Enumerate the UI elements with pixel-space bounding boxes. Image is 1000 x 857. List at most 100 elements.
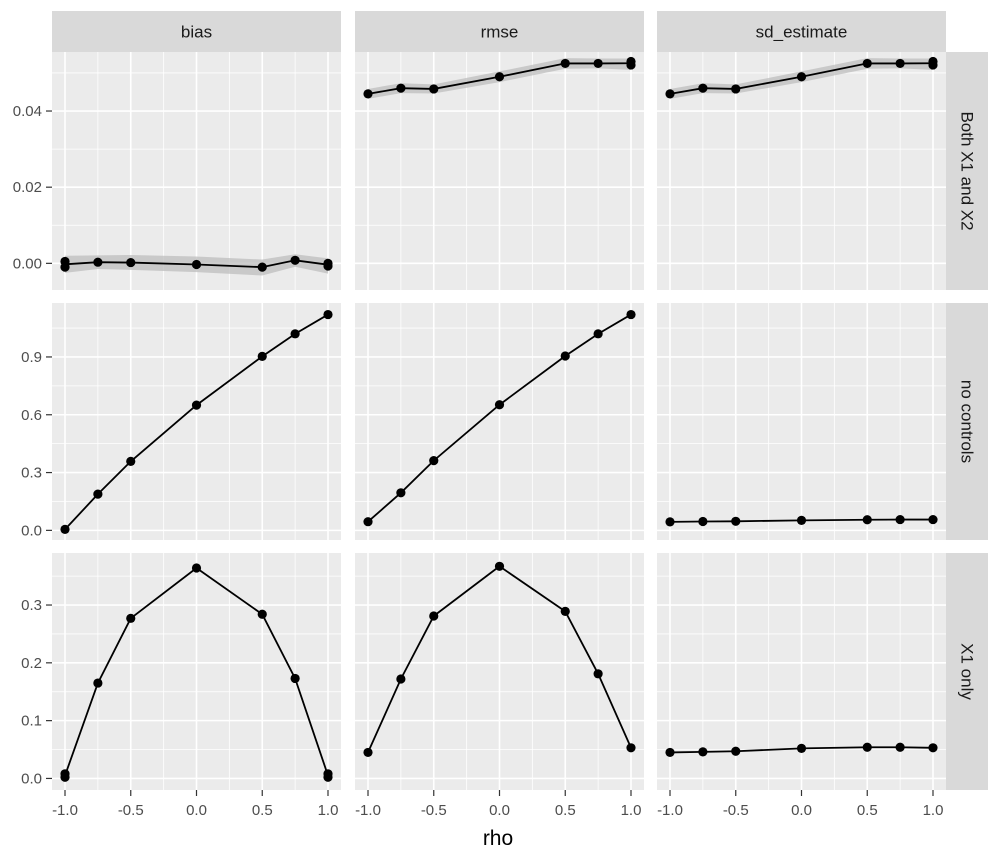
- data-point: [60, 769, 70, 779]
- data-point: [494, 400, 505, 410]
- x-tick-label: -0.5: [421, 802, 447, 819]
- data-point: [93, 489, 103, 499]
- data-point: [257, 609, 267, 619]
- y-tick-label: 0.3: [21, 465, 42, 482]
- x-tick-label: 1.0: [923, 802, 944, 819]
- data-point: [257, 262, 267, 272]
- x-tick-label: 1.0: [318, 802, 339, 819]
- strip-label-bias: bias: [181, 23, 212, 42]
- data-point: [895, 742, 905, 752]
- data-point: [126, 257, 136, 268]
- x-tick-label: -1.0: [52, 802, 78, 819]
- data-point: [429, 456, 439, 466]
- data-point: [796, 743, 807, 753]
- x-tick-label: -0.5: [723, 802, 749, 819]
- data-point: [665, 89, 675, 99]
- x-tick-label: -1.0: [355, 802, 381, 819]
- data-point: [626, 56, 636, 67]
- data-point: [928, 514, 938, 525]
- y-tick-label: 0.2: [21, 655, 42, 672]
- strip-row-x1-only: [946, 553, 988, 790]
- strip-row-both-x1-and-x2: [946, 52, 988, 290]
- strip-label-sd_estimate: sd_estimate: [756, 23, 848, 42]
- x-tick-label: 1.0: [621, 802, 642, 819]
- data-point: [323, 258, 333, 268]
- panel-2-rmse: [355, 553, 644, 790]
- data-point: [494, 561, 505, 571]
- panel-1-sd_estimate: [657, 303, 946, 540]
- y-tick-label: 0.9: [21, 349, 42, 366]
- data-point: [928, 743, 938, 753]
- y-tick-label: 0.04: [13, 103, 42, 120]
- data-point: [60, 256, 70, 267]
- data-point: [60, 524, 70, 535]
- panel-layer: [52, 52, 946, 790]
- data-point: [363, 89, 373, 99]
- data-point: [191, 259, 202, 270]
- x-tick-label: 0.0: [489, 802, 510, 819]
- y-tick-label: 0.1: [21, 713, 42, 730]
- data-point: [731, 84, 741, 94]
- data-point: [862, 515, 872, 525]
- data-point: [665, 517, 675, 527]
- data-point: [626, 309, 636, 320]
- data-point: [560, 58, 570, 69]
- data-point: [126, 456, 136, 466]
- strip-label-row-x1-only: X1 only: [958, 643, 977, 700]
- panel-0-bias: [52, 52, 341, 290]
- data-point: [429, 611, 439, 621]
- data-point: [429, 84, 439, 94]
- x-tick-label: 0.0: [186, 802, 207, 819]
- data-point: [396, 674, 406, 684]
- data-point: [665, 747, 675, 758]
- strip-label-rmse: rmse: [481, 23, 519, 42]
- data-point: [796, 72, 807, 82]
- data-point: [494, 72, 505, 82]
- data-point: [593, 329, 603, 339]
- x-tick-label: 0.5: [555, 802, 576, 819]
- x-tick-label: 0.0: [791, 802, 812, 819]
- strip-layer: bias rmse sd_estimate Both X1 and X2 no cont…: [52, 11, 988, 790]
- y-tick-label: 0.0: [21, 770, 42, 787]
- data-point: [862, 58, 872, 69]
- panel-1-bias: [52, 303, 341, 540]
- data-point: [731, 516, 741, 526]
- data-point: [895, 58, 905, 69]
- data-point: [191, 563, 202, 573]
- data-point: [796, 515, 807, 525]
- panel-2-bias: [52, 553, 341, 790]
- data-point: [396, 83, 406, 93]
- data-point: [560, 606, 570, 616]
- data-point: [126, 613, 136, 623]
- x-axis-title: rho: [483, 827, 513, 850]
- data-point: [698, 516, 708, 527]
- data-point: [191, 400, 202, 410]
- y-tick-label: 0.3: [21, 597, 42, 614]
- data-point: [731, 746, 741, 756]
- data-point: [323, 309, 333, 320]
- data-point: [560, 351, 570, 361]
- data-point: [323, 772, 333, 782]
- data-point: [698, 83, 708, 93]
- strip-label-row-both-x1-and-x2: Both X1 and X2: [958, 111, 977, 230]
- y-tick-label: 0.6: [21, 407, 42, 424]
- data-point: [257, 351, 267, 361]
- x-tick-label: -1.0: [657, 802, 683, 819]
- panel-0-rmse: [355, 52, 644, 290]
- data-point: [290, 329, 300, 339]
- panel-1-rmse: [355, 303, 644, 540]
- data-point: [593, 669, 603, 679]
- data-point: [928, 56, 938, 67]
- data-point: [93, 257, 103, 267]
- data-point: [626, 743, 636, 753]
- data-point: [290, 673, 300, 684]
- strip-bias: [52, 11, 341, 52]
- data-point: [93, 678, 103, 688]
- strip-rmse: [355, 11, 644, 52]
- data-point: [593, 58, 603, 69]
- data-point: [895, 514, 905, 525]
- y-tick-label: 0.0: [21, 522, 42, 539]
- x-tick-label: 0.5: [252, 802, 273, 819]
- y-tick-label: 0.00: [13, 255, 42, 272]
